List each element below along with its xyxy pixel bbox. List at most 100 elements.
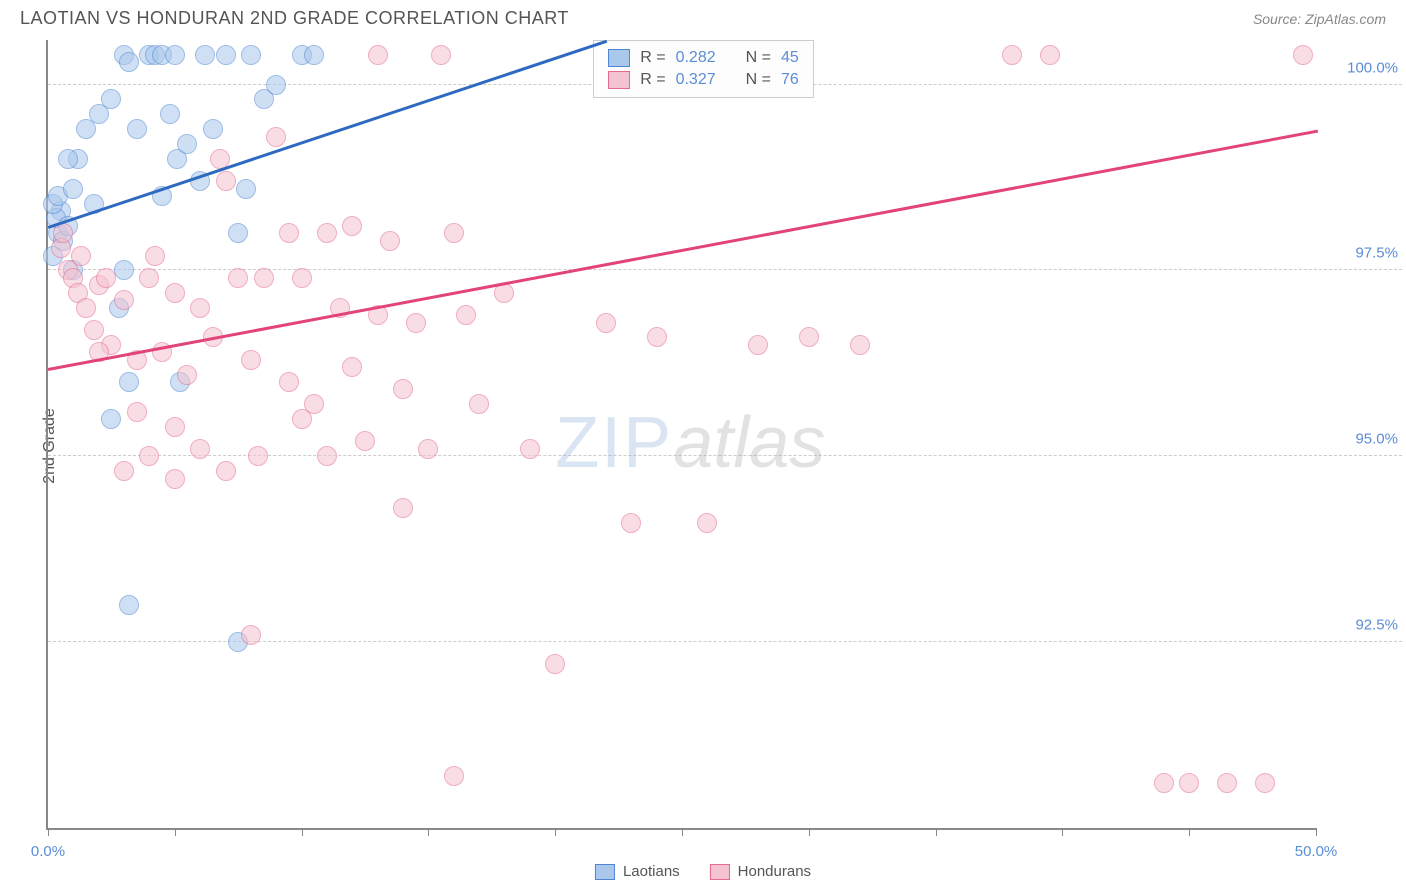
data-point (241, 625, 261, 645)
legend-swatch (710, 864, 730, 880)
data-point (96, 268, 116, 288)
stats-r-value: 0.327 (676, 71, 716, 89)
legend-swatch (595, 864, 615, 880)
data-point (114, 290, 134, 310)
data-point (127, 402, 147, 422)
data-point (1179, 773, 1199, 793)
x-tick (48, 828, 49, 836)
data-point (165, 469, 185, 489)
data-point (292, 268, 312, 288)
data-point (228, 223, 248, 243)
chart-source: Source: ZipAtlas.com (1253, 11, 1386, 27)
legend-label: Laotians (623, 863, 680, 880)
stats-r-label: R = (640, 49, 665, 67)
stats-row: R =0.327N =76 (608, 69, 799, 91)
trend-line (48, 129, 1318, 370)
data-point (1255, 773, 1275, 793)
data-point (216, 45, 236, 65)
data-point (119, 372, 139, 392)
x-tick (555, 828, 556, 836)
data-point (266, 75, 286, 95)
data-point (84, 320, 104, 340)
data-point (431, 45, 451, 65)
stats-n-label: N = (746, 71, 771, 89)
legend-item: Laotians (595, 863, 680, 880)
data-point (304, 45, 324, 65)
data-point (139, 446, 159, 466)
x-tick (809, 828, 810, 836)
legend-item: Hondurans (710, 863, 811, 880)
x-tick (936, 828, 937, 836)
data-point (850, 335, 870, 355)
stats-swatch (608, 49, 630, 67)
data-point (342, 357, 362, 377)
source-prefix: Source: (1253, 11, 1305, 27)
data-point (621, 513, 641, 533)
y-tick-label: 100.0% (1347, 59, 1398, 76)
data-point (63, 179, 83, 199)
x-tick (302, 828, 303, 836)
data-point (254, 268, 274, 288)
data-point (53, 223, 73, 243)
x-tick (1316, 828, 1317, 836)
data-point (241, 350, 261, 370)
data-point (195, 45, 215, 65)
data-point (697, 513, 717, 533)
data-point (165, 45, 185, 65)
data-point (236, 179, 256, 199)
data-point (469, 394, 489, 414)
data-point (139, 268, 159, 288)
data-point (1154, 773, 1174, 793)
data-point (165, 417, 185, 437)
stats-r-value: 0.282 (676, 49, 716, 67)
x-tick (1189, 828, 1190, 836)
data-point (127, 119, 147, 139)
scatter-chart: 92.5%95.0%97.5%100.0%0.0%50.0%ZIPatlasR … (46, 40, 1316, 830)
data-point (342, 216, 362, 236)
data-point (160, 104, 180, 124)
data-point (228, 268, 248, 288)
stats-row: R =0.282N =45 (608, 47, 799, 69)
data-point (418, 439, 438, 459)
y-tick-label: 92.5% (1355, 617, 1398, 634)
stats-box: R =0.282N =45R =0.327N =76 (593, 40, 814, 98)
data-point (799, 327, 819, 347)
data-point (101, 89, 121, 109)
data-point (248, 446, 268, 466)
data-point (114, 260, 134, 280)
data-point (190, 439, 210, 459)
data-point (71, 246, 91, 266)
data-point (76, 298, 96, 318)
x-tick (682, 828, 683, 836)
data-point (393, 498, 413, 518)
legend-label: Hondurans (738, 863, 811, 880)
data-point (203, 119, 223, 139)
data-point (456, 305, 476, 325)
source-name: ZipAtlas.com (1305, 11, 1386, 27)
data-point (380, 231, 400, 251)
chart-title: LAOTIAN VS HONDURAN 2ND GRADE CORRELATIO… (20, 8, 569, 29)
data-point (596, 313, 616, 333)
data-point (368, 45, 388, 65)
data-point (101, 409, 121, 429)
x-tick-label: 0.0% (31, 843, 65, 860)
watermark: ZIPatlas (555, 402, 825, 484)
data-point (545, 654, 565, 674)
data-point (393, 379, 413, 399)
data-point (444, 766, 464, 786)
data-point (292, 409, 312, 429)
data-point (444, 223, 464, 243)
chart-header: LAOTIAN VS HONDURAN 2ND GRADE CORRELATIO… (0, 0, 1406, 33)
data-point (279, 223, 299, 243)
data-point (58, 149, 78, 169)
data-point (1040, 45, 1060, 65)
data-point (177, 365, 197, 385)
data-point (520, 439, 540, 459)
data-point (355, 431, 375, 451)
y-tick-label: 97.5% (1355, 245, 1398, 262)
stats-swatch (608, 71, 630, 89)
data-point (647, 327, 667, 347)
data-point (1217, 773, 1237, 793)
data-point (177, 134, 197, 154)
data-point (1293, 45, 1313, 65)
